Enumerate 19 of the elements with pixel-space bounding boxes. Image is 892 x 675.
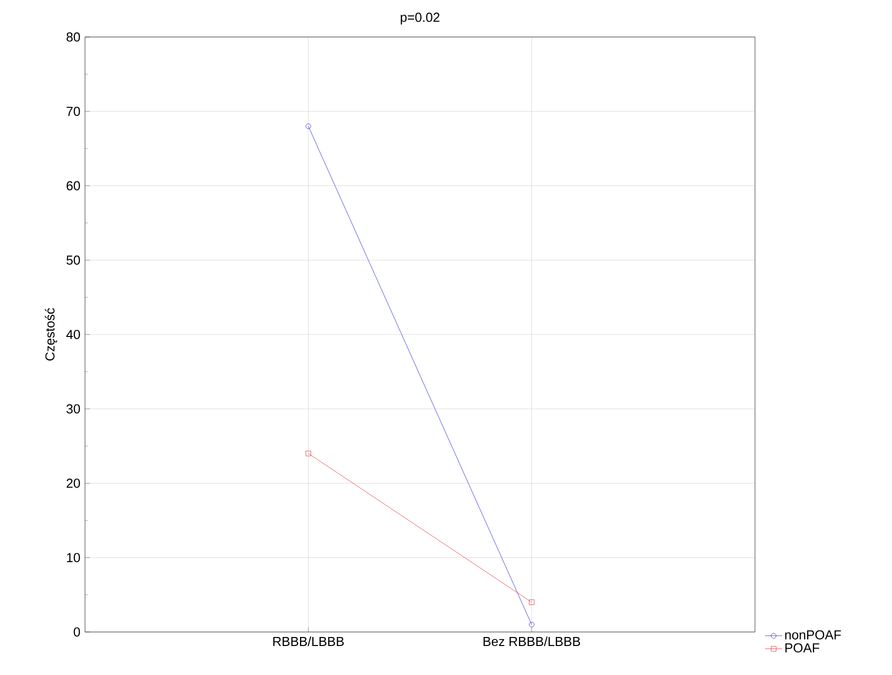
point bbox=[306, 450, 312, 456]
y-tick-label: 10 bbox=[67, 553, 80, 562]
point bbox=[306, 124, 312, 129]
y-tick-label: 20 bbox=[66, 478, 80, 488]
y-tick-label: 70 bbox=[66, 106, 80, 116]
legend-label: POAF bbox=[785, 643, 820, 652]
y-tick-label: 60 bbox=[66, 181, 80, 190]
y-tick-label: 0 bbox=[74, 627, 80, 637]
y-tick-label: 50 bbox=[66, 256, 80, 265]
x-tick-label: Bez RBBB/LBBB bbox=[484, 636, 580, 646]
chart-title: p=0.02 bbox=[400, 12, 440, 24]
y-tick-label: 40 bbox=[66, 330, 80, 340]
point bbox=[528, 600, 534, 605]
y-tick-label: 30 bbox=[66, 404, 80, 414]
point bbox=[528, 622, 534, 628]
y-tick-label: 80 bbox=[66, 32, 80, 42]
legend-label: nonPOAF bbox=[785, 630, 841, 640]
x-tick-label: RBBB/LBBB bbox=[273, 636, 344, 646]
y-axis-title: Częstość bbox=[44, 308, 58, 361]
